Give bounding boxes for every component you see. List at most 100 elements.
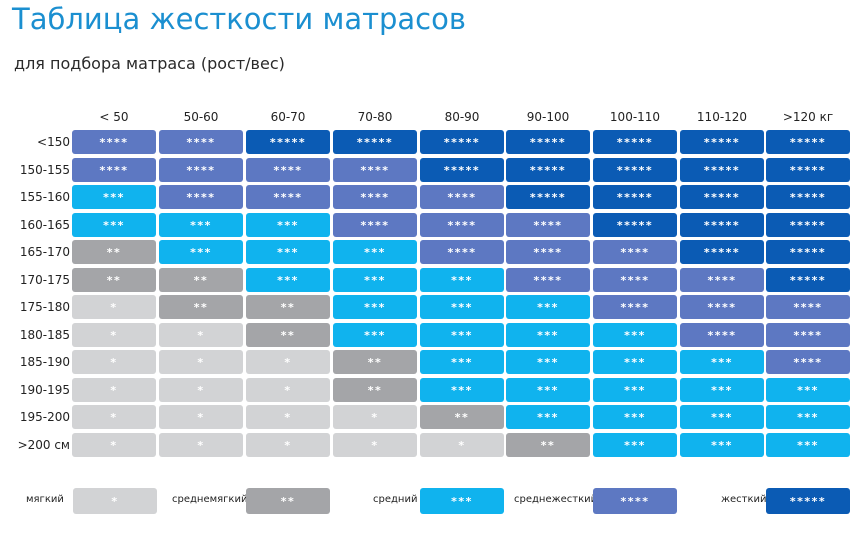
legend-swatch: **** <box>593 488 677 514</box>
table-cell: **** <box>246 185 330 209</box>
table-cell: ** <box>420 405 504 429</box>
table-cell: *** <box>506 295 590 319</box>
table-cell: ***** <box>593 185 677 209</box>
table-cell: **** <box>506 268 590 292</box>
table-cell: *** <box>159 213 243 237</box>
table-cell: ***** <box>506 158 590 182</box>
table-cell: **** <box>246 158 330 182</box>
table-cell: **** <box>420 213 504 237</box>
table-cell: *** <box>593 433 677 457</box>
page-title: Таблица жесткости матрасов <box>12 2 466 36</box>
table-cell: *** <box>593 405 677 429</box>
table-cell: *** <box>766 433 850 457</box>
table-cell: **** <box>766 350 850 374</box>
table-cell: * <box>72 433 156 457</box>
table-cell: **** <box>72 158 156 182</box>
table-cell: **** <box>159 185 243 209</box>
table-cell: ** <box>506 433 590 457</box>
table-cell: * <box>333 405 417 429</box>
column-header: 80-90 <box>444 110 480 124</box>
table-cell: *** <box>333 295 417 319</box>
column-header: 90-100 <box>526 110 570 124</box>
column-header: 60-70 <box>270 110 306 124</box>
row-header: 185-190 <box>19 355 70 369</box>
table-cell: * <box>159 323 243 347</box>
legend-swatch: ***** <box>766 488 850 514</box>
table-cell: ***** <box>680 240 764 264</box>
column-header: >120 кг <box>782 110 834 124</box>
table-cell: *** <box>680 350 764 374</box>
table-cell: ***** <box>766 130 850 154</box>
table-cell: ***** <box>766 240 850 264</box>
table-cell: *** <box>159 240 243 264</box>
table-cell: ** <box>246 295 330 319</box>
table-cell: ***** <box>766 185 850 209</box>
table-cell: ** <box>72 268 156 292</box>
table-cell: ***** <box>420 130 504 154</box>
row-header: 195-200 <box>19 410 70 424</box>
table-cell: **** <box>680 295 764 319</box>
page-subtitle: для подбора матраса (рост/вес) <box>14 54 285 73</box>
table-cell: *** <box>420 350 504 374</box>
legend-label: среднежесткий <box>514 494 598 505</box>
table-cell: *** <box>506 350 590 374</box>
table-cell: *** <box>766 378 850 402</box>
table-cell: *** <box>420 268 504 292</box>
table-cell: ** <box>159 268 243 292</box>
table-cell: * <box>72 405 156 429</box>
table-cell: *** <box>593 378 677 402</box>
table-cell: * <box>159 378 243 402</box>
table-cell: ** <box>246 323 330 347</box>
row-header: >200 см <box>17 438 70 452</box>
table-cell: *** <box>680 433 764 457</box>
column-header: 70-80 <box>357 110 393 124</box>
table-cell: ***** <box>680 185 764 209</box>
table-cell: *** <box>593 323 677 347</box>
legend-label: жесткий <box>721 494 767 505</box>
table-cell: **** <box>593 295 677 319</box>
legend-swatch: *** <box>420 488 504 514</box>
table-cell: ** <box>72 240 156 264</box>
row-header: 150-155 <box>19 163 70 177</box>
table-cell: **** <box>159 158 243 182</box>
table-cell: ***** <box>593 213 677 237</box>
table-cell: *** <box>593 350 677 374</box>
table-cell: *** <box>420 378 504 402</box>
table-cell: *** <box>420 295 504 319</box>
table-cell: *** <box>420 323 504 347</box>
row-header: 165-170 <box>19 245 70 259</box>
table-cell: ***** <box>680 130 764 154</box>
row-header: 180-185 <box>19 328 70 342</box>
legend-swatch: * <box>73 488 157 514</box>
table-cell: * <box>72 378 156 402</box>
table-cell: ***** <box>766 268 850 292</box>
table-cell: * <box>159 350 243 374</box>
table-cell: **** <box>333 185 417 209</box>
table-cell: *** <box>246 268 330 292</box>
column-header: < 50 <box>99 110 129 124</box>
row-header: 190-195 <box>19 383 70 397</box>
table-cell: *** <box>506 378 590 402</box>
table-cell: ** <box>159 295 243 319</box>
table-cell: *** <box>333 323 417 347</box>
table-cell: **** <box>420 185 504 209</box>
row-header: 175-180 <box>19 300 70 314</box>
table-cell: ***** <box>506 130 590 154</box>
table-cell: **** <box>680 268 764 292</box>
table-cell: *** <box>246 213 330 237</box>
table-cell: *** <box>680 378 764 402</box>
table-cell: * <box>72 295 156 319</box>
table-cell: ***** <box>593 130 677 154</box>
table-cell: ***** <box>420 158 504 182</box>
column-header: 100-110 <box>609 110 661 124</box>
table-cell: **** <box>680 323 764 347</box>
table-cell: ***** <box>333 130 417 154</box>
table-cell: *** <box>680 405 764 429</box>
table-cell: ***** <box>766 158 850 182</box>
table-cell: *** <box>506 405 590 429</box>
table-cell: *** <box>72 213 156 237</box>
table-cell: **** <box>420 240 504 264</box>
row-header: 160-165 <box>19 218 70 232</box>
table-cell: **** <box>766 295 850 319</box>
table-cell: * <box>246 433 330 457</box>
